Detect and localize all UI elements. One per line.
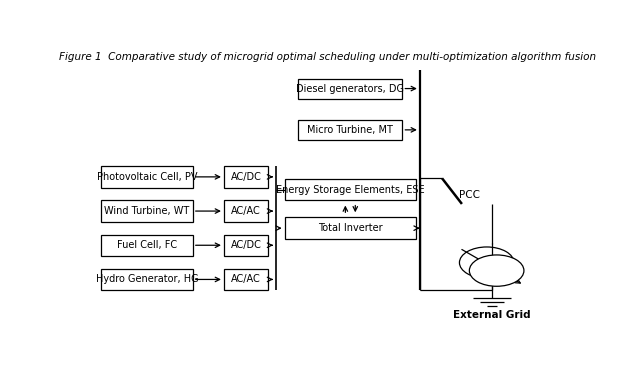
- Text: Photovoltaic Cell, PV: Photovoltaic Cell, PV: [97, 172, 197, 182]
- Text: Total Inverter: Total Inverter: [318, 223, 383, 233]
- Text: Wind Turbine, WT: Wind Turbine, WT: [104, 206, 189, 216]
- Bar: [298, 78, 403, 98]
- Text: AC/AC: AC/AC: [231, 275, 261, 285]
- Text: External Grid: External Grid: [453, 310, 531, 320]
- Text: AC/DC: AC/DC: [231, 240, 262, 250]
- Bar: [298, 120, 403, 140]
- Bar: [101, 269, 193, 290]
- Bar: [101, 201, 193, 222]
- Text: Energy Storage Elements, ESE: Energy Storage Elements, ESE: [276, 185, 424, 195]
- Text: Fuel Cell, FC: Fuel Cell, FC: [117, 240, 177, 250]
- Text: AC/AC: AC/AC: [231, 206, 261, 216]
- Text: AC/DC: AC/DC: [231, 172, 262, 182]
- Bar: [224, 201, 269, 222]
- Bar: [224, 166, 269, 188]
- Bar: [224, 269, 269, 290]
- Text: Hydro Generator, HG: Hydro Generator, HG: [95, 275, 198, 285]
- Text: PCC: PCC: [460, 191, 481, 201]
- Bar: [285, 218, 416, 239]
- Text: Micro Turbine, MT: Micro Turbine, MT: [307, 125, 393, 135]
- Bar: [101, 166, 193, 188]
- Text: Diesel generators, DG: Diesel generators, DG: [296, 84, 404, 94]
- Text: Figure 1  Comparative study of microgrid optimal scheduling under multi-optimiza: Figure 1 Comparative study of microgrid …: [60, 51, 596, 61]
- Bar: [101, 235, 193, 256]
- Bar: [285, 179, 416, 201]
- Bar: [224, 235, 269, 256]
- Circle shape: [469, 255, 524, 286]
